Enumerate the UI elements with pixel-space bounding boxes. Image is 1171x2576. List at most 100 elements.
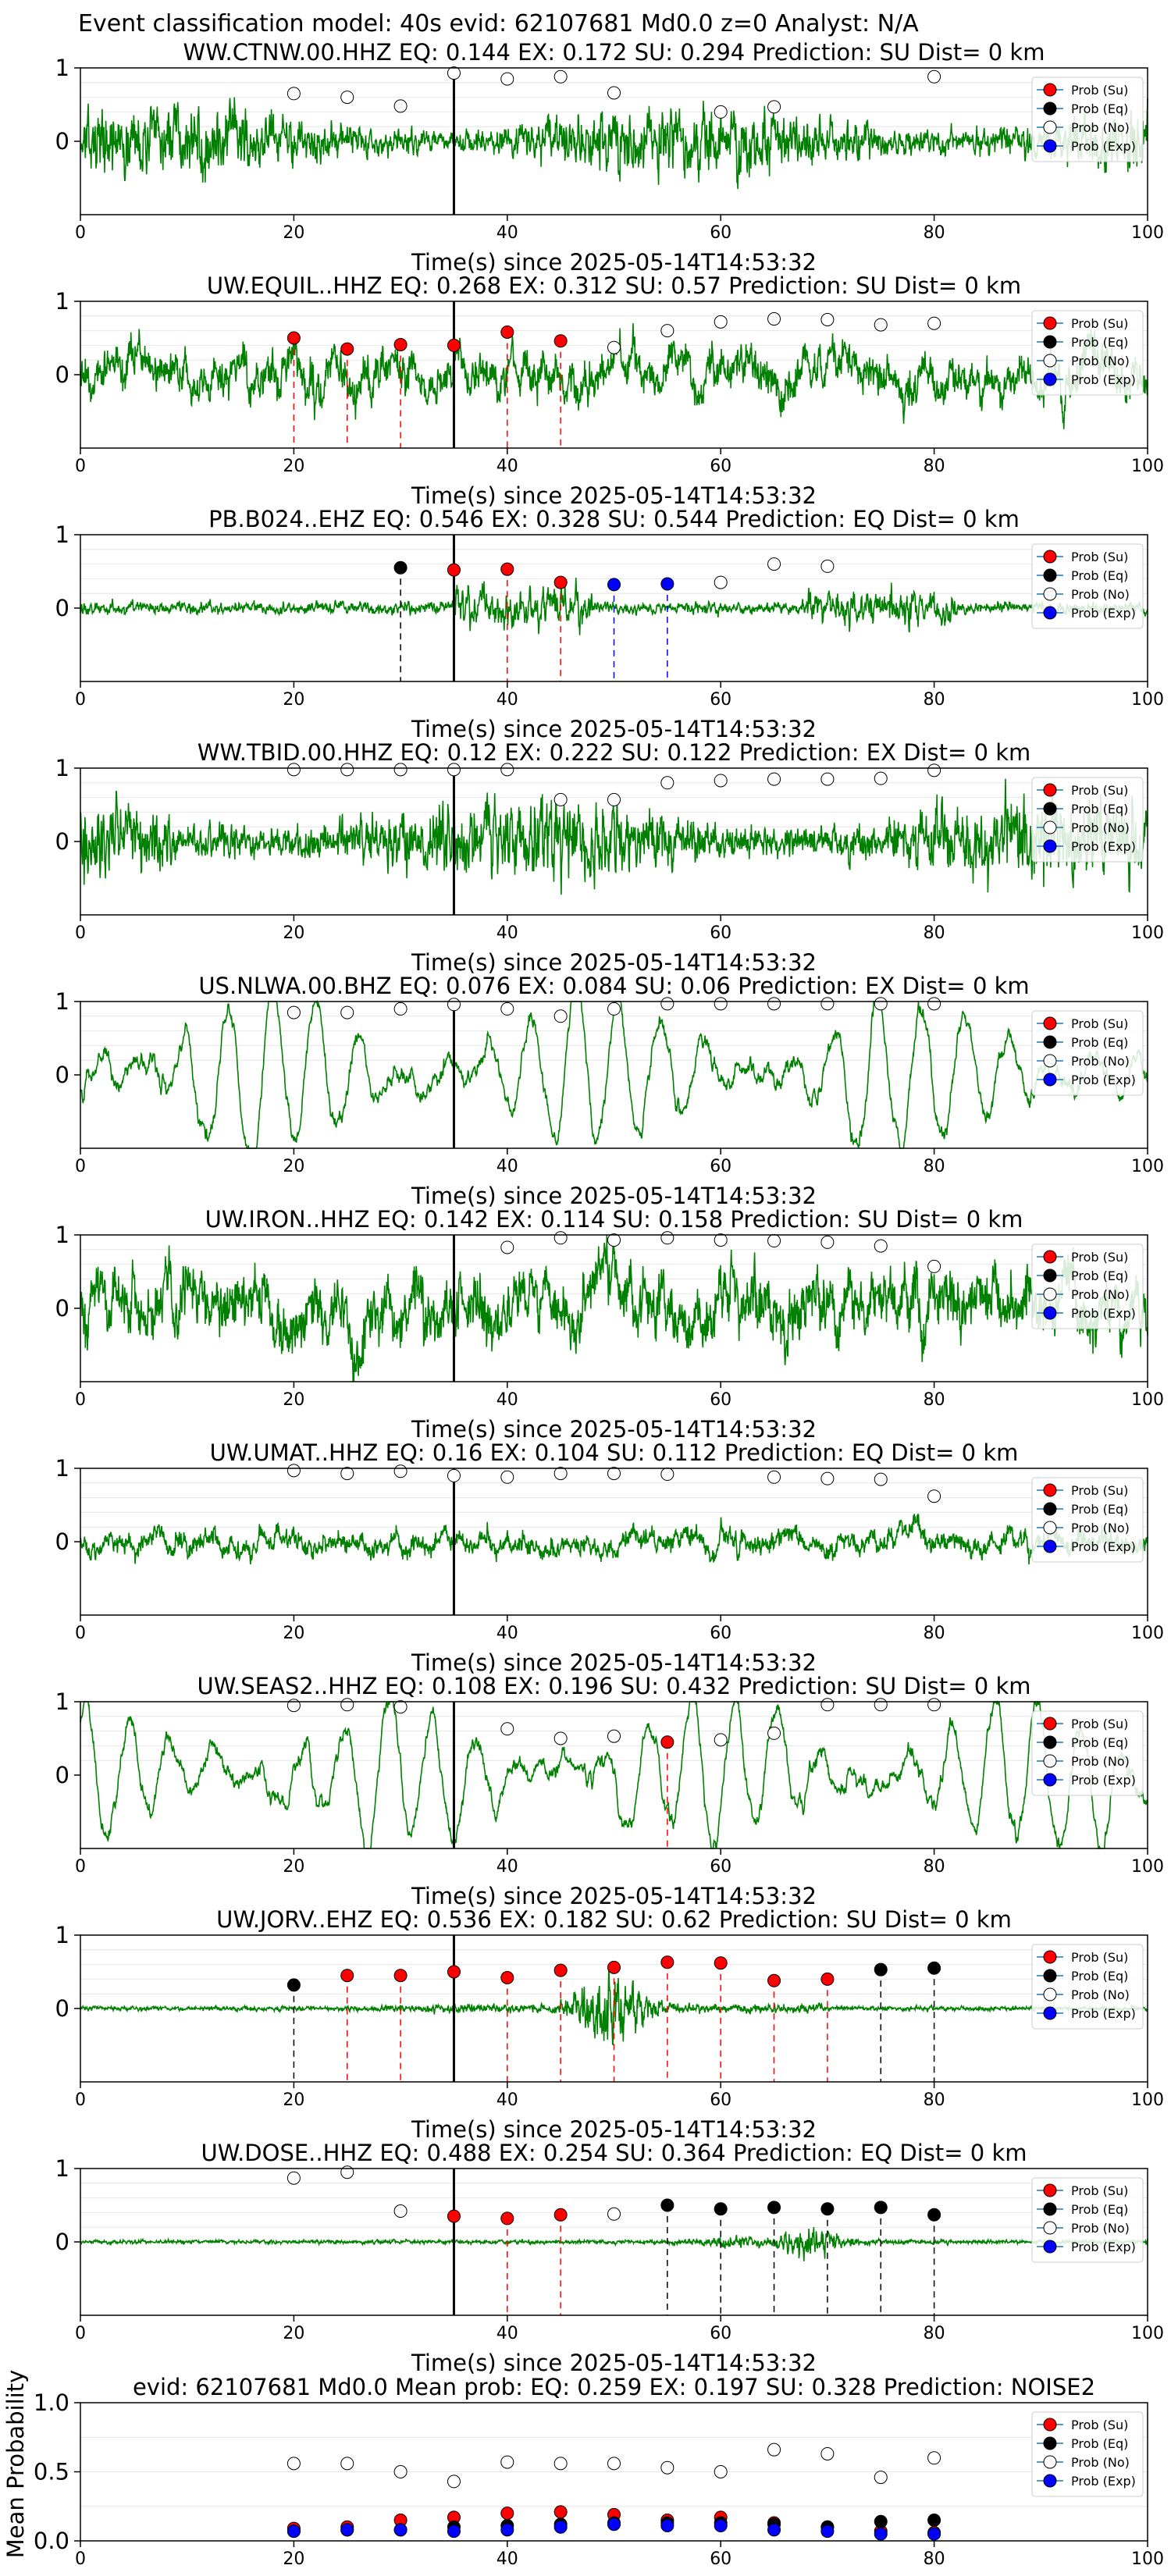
probability-marker-su: [500, 1971, 514, 1985]
legend-box: [1031, 1477, 1144, 1563]
waveform-trace: [80, 999, 1148, 1149]
x-tick-label: 100: [1131, 2090, 1164, 2110]
legend-marker: [1043, 316, 1057, 330]
legend-marker: [1043, 1268, 1057, 1283]
probability-marker-no: [553, 69, 568, 84]
probability-marker-no: [340, 1005, 354, 1019]
panel-title: UW.IRON..HHZ EQ: 0.142 EX: 0.114 SU: 0.1…: [205, 1206, 1023, 1233]
waveform-trace: [80, 97, 1148, 190]
legend-marker: [1043, 1539, 1057, 1553]
legend-box: [1031, 2411, 1144, 2497]
probability-marker-no: [820, 772, 835, 786]
mean-prob-point-exp: [340, 2523, 354, 2537]
y-tick-label: 1: [55, 1688, 69, 1715]
station-panel: UW.JORV..EHZ EQ: 0.536 EX: 0.182 SU: 0.6…: [55, 1906, 1164, 2143]
y-tick-label: 0: [55, 128, 69, 155]
x-tick-label: 100: [1131, 1390, 1164, 1410]
legend: Prob (Su) Prob (Eq) Prob (No) Prob (Exp): [1031, 543, 1144, 629]
panel-title: UW.DOSE..HHZ EQ: 0.488 EX: 0.254 SU: 0.3…: [201, 2140, 1027, 2166]
mean-prob-point-eq: [927, 2513, 941, 2527]
x-tick-label: 40: [497, 2549, 518, 2569]
x-axis-label: Time(s) since 2025-05-14T14:53:32: [411, 2116, 817, 2143]
legend: Prob (Su) Prob (Eq) Prob (No) Prob (Exp): [1031, 777, 1144, 863]
x-axis-label: Time(s) since 2025-05-14T14:53:32: [411, 2350, 817, 2376]
x-tick-label: 60: [710, 457, 731, 476]
x-tick-label: 80: [924, 1390, 945, 1410]
legend-marker: [1043, 802, 1057, 816]
legend-marker: [1043, 1754, 1057, 1768]
axes-frame: [80, 1701, 1148, 1849]
probability-marker-su: [553, 1963, 568, 1977]
panel-title: UW.JORV..EHZ EQ: 0.536 EX: 0.182 SU: 0.6…: [216, 1906, 1012, 1933]
mean-prob-point-no: [660, 2460, 674, 2475]
legend-box: [1031, 1244, 1144, 1329]
legend-marker: [1043, 1250, 1057, 1264]
panel-title: evid: 62107681 Md0.0 Mean prob: EQ: 0.25…: [133, 2374, 1095, 2400]
waveform-trace: [80, 323, 1148, 429]
x-tick-label: 0: [75, 1624, 86, 1643]
x-axis-label: Time(s) since 2025-05-14T14:53:32: [411, 1183, 817, 1209]
legend-marker: [1043, 1483, 1057, 1497]
probability-marker-no: [874, 1698, 888, 1712]
legend-label: Prob (No): [1071, 120, 1130, 135]
legend-marker: [1043, 1521, 1057, 1535]
x-tick-label: 40: [497, 457, 518, 476]
x-tick-label: 100: [1131, 2549, 1164, 2569]
x-tick-label: 80: [924, 2090, 945, 2110]
axes-frame: [80, 1468, 1148, 1616]
y-tick-label: 0.0: [34, 2528, 69, 2554]
legend-marker: [1043, 2006, 1057, 2020]
probability-marker-eq: [287, 1978, 301, 1992]
x-tick-label: 80: [924, 2324, 945, 2343]
probability-marker-no: [767, 772, 781, 786]
y-tick-label: 0: [55, 595, 69, 621]
x-tick-label: 0: [75, 1157, 86, 1176]
probability-marker-no: [500, 1722, 514, 1736]
legend-marker: [1043, 2183, 1057, 2197]
probability-marker-no: [714, 315, 728, 329]
panel-title: WW.TBID.00.HHZ EQ: 0.12 EX: 0.222 SU: 0.…: [198, 739, 1031, 766]
x-tick-label: 40: [497, 690, 518, 710]
probability-marker-su: [553, 575, 568, 589]
y-tick-label: 1: [55, 1922, 69, 1948]
mean-prob-point-no: [447, 2475, 461, 2489]
legend-label: Prob (Eq): [1071, 101, 1128, 116]
x-tick-label: 40: [497, 223, 518, 243]
probability-marker-no: [607, 2207, 621, 2221]
x-tick-label: 0: [75, 223, 86, 243]
probability-marker-no: [874, 318, 888, 332]
probability-marker-no: [660, 776, 674, 790]
mean-prob-point-no: [500, 2455, 514, 2469]
probability-marker-su: [447, 563, 461, 577]
y-tick-label: 1: [55, 1455, 69, 1482]
x-tick-label: 100: [1131, 2324, 1164, 2343]
x-tick-label: 20: [283, 1857, 304, 1877]
legend-label: Prob (Su): [1071, 783, 1128, 798]
x-tick-label: 80: [924, 923, 945, 943]
legend-label: Prob (Eq): [1071, 1969, 1128, 1984]
y-tick-label: 1: [55, 2155, 69, 2182]
probability-marker-no: [660, 997, 674, 1011]
probability-marker-no: [393, 1464, 408, 1478]
legend-marker: [1043, 820, 1057, 834]
probability-marker-no: [767, 997, 781, 1011]
probability-marker-no: [820, 997, 835, 1011]
mean-prob-point-exp: [820, 2524, 835, 2539]
probability-marker-no: [927, 69, 941, 84]
x-axis-label: Time(s) since 2025-05-14T14:53:32: [411, 1416, 817, 1443]
legend-box: [1031, 1010, 1144, 1096]
probability-marker-no: [820, 313, 835, 326]
x-tick-label: 60: [710, 690, 731, 710]
probability-marker-no: [393, 1002, 408, 1016]
x-tick-label: 100: [1131, 1157, 1164, 1176]
legend-marker: [1043, 1969, 1057, 1983]
legend-box: [1031, 310, 1144, 396]
legend-marker: [1043, 1773, 1057, 1787]
legend-label: Prob (Eq): [1071, 2436, 1128, 2451]
legend-marker: [1043, 606, 1057, 620]
probability-marker-no: [393, 2204, 408, 2218]
legend-marker: [1043, 1073, 1057, 1087]
legend-label: Prob (Su): [1071, 1016, 1128, 1031]
y-tick-label: 0: [55, 361, 69, 388]
probability-marker-su: [500, 562, 514, 576]
